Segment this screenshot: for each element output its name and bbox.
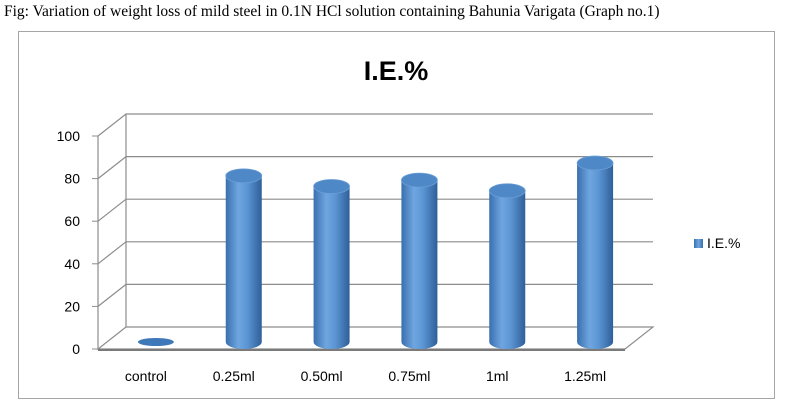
bars <box>137 155 614 349</box>
x-tick-label: 0.25ml <box>213 368 255 384</box>
bar-base <box>137 338 174 346</box>
gridlines <box>97 113 653 307</box>
chart-title: I.E.% <box>364 56 429 86</box>
y-tick-label: 80 <box>64 171 80 187</box>
gridline <box>97 241 653 265</box>
gridline <box>97 283 653 307</box>
bar-top <box>401 172 438 188</box>
bar-top <box>488 183 526 199</box>
bar <box>576 155 614 349</box>
y-tick-label: 100 <box>57 128 81 144</box>
x-tick-label: 1ml <box>486 368 509 384</box>
bar <box>137 338 174 346</box>
legend-swatch <box>694 239 703 248</box>
bar <box>225 168 263 349</box>
gridline <box>97 156 653 180</box>
bar-top <box>576 155 614 171</box>
bar-body <box>225 175 262 349</box>
y-axis-ticks: 0 20 40 60 80 100 <box>57 128 98 357</box>
y-tick-label: 20 <box>64 298 80 314</box>
x-tick-label: control <box>125 368 167 384</box>
figure-caption: Fig: Variation of weight loss of mild st… <box>4 3 660 20</box>
x-axis-ticks: control 0.25ml 0.50ml 0.75ml 1ml 1.25ml <box>125 368 606 384</box>
x-tick-label: 0.50ml <box>301 368 343 384</box>
bar <box>313 179 350 349</box>
chart-frame <box>18 31 775 399</box>
gridline <box>97 113 653 137</box>
bar-body <box>401 180 438 349</box>
bar-body <box>489 190 526 349</box>
y-tick-label: 40 <box>64 256 80 272</box>
legend: I.E.% <box>694 235 740 251</box>
x-tick-label: 0.75ml <box>388 368 430 384</box>
bar <box>488 183 526 349</box>
bar <box>401 172 438 349</box>
y-tick-label: 60 <box>64 213 80 229</box>
bar-top <box>313 179 350 194</box>
bar-body <box>313 186 350 349</box>
bar-top <box>225 168 263 184</box>
bar-body <box>577 163 614 349</box>
chart-walls <box>96 114 655 351</box>
y-tick-label: 0 <box>72 341 80 357</box>
chart-floor <box>96 326 655 350</box>
gridline <box>97 198 653 222</box>
x-tick-label: 1.25ml <box>564 368 606 384</box>
legend-label: I.E.% <box>707 235 740 251</box>
